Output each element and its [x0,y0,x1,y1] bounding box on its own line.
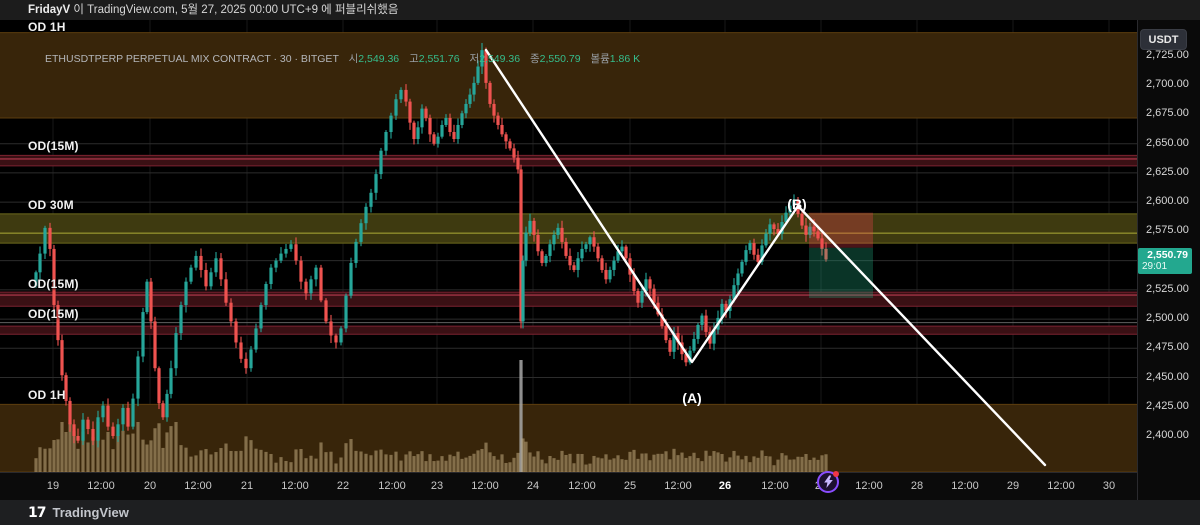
publish-bar: FridayV 이 TradingView.com, 5월 27, 2025 0… [0,0,1200,20]
time-axis-label: 12:00 [87,480,115,492]
price-axis-label: 2,625.00 [1146,165,1189,178]
price-axis-label: 2,600.00 [1146,195,1189,208]
last-price-badge: 2,550.79 29:01 [1138,248,1192,274]
wave-label-b: (B) [787,196,807,212]
symbol-info-line[interactable]: ETHUSDTPERP PERPETUAL MIX CONTRACT · 30 … [45,51,640,66]
time-axis-label: 24 [526,480,540,492]
zone-label-od-15m-demand-1: OD(15M) [28,277,79,291]
chart-plot-area[interactable]: OD 1H OD(15M) OD 30M OD(15M) OD(15M) OD 1H ET… [0,20,1200,493]
time-axis-label: 12:00 [281,480,309,492]
bar-countdown: 29:01 [1142,261,1168,272]
notification-dot [833,471,839,477]
zone-label-od-30m-supply: OD 30M [28,198,74,212]
price-axis-label: 2,425.00 [1146,399,1189,412]
high-label: 고 [409,53,419,65]
price-axis-label: 2,650.00 [1146,136,1189,149]
time-axis-label: 12:00 [184,480,212,492]
low-value: 2,549.36 [479,53,521,65]
candlestick-series [34,42,828,448]
price-axis-label: 2,450.00 [1146,370,1189,383]
last-price-value: 2,550.79 [1147,249,1188,261]
close-label: 종 [530,53,540,65]
time-axis-label: 12:00 [568,480,596,492]
time-axis-label: 23 [430,480,444,492]
time-axis-label: 12:00 [378,480,406,492]
price-axis-label: 2,675.00 [1146,107,1189,120]
time-axis-label: 12:00 [1047,480,1075,492]
close-value: 2,550.79 [539,53,581,65]
volume-histogram [34,360,828,472]
zone-label-od-15m-supply: OD(15M) [28,139,79,153]
price-axis-label: 2,575.00 [1146,224,1189,237]
time-axis-label: 20 [143,480,157,492]
time-axis[interactable]: 19 12:00 20 12:00 21 12:00 22 12:00 23 12:00 24 12:… [0,472,1200,501]
zone-label-od-1h-demand: OD 1H [28,388,66,402]
price-axis-label: 2,500.00 [1146,312,1189,325]
time-axis-label: 26 [718,480,732,492]
publisher-username: FridayV [28,4,71,16]
price-axis-label: 2,725.00 [1146,49,1189,61]
low-label: 저 [469,53,480,65]
price-axis-label: 2,525.00 [1146,282,1189,295]
candlestick-chart-canvas[interactable] [0,20,1200,525]
time-axis-label: 12:00 [471,480,499,492]
time-axis-label: 21 [240,480,254,492]
price-axis-label: 2,475.00 [1146,341,1189,354]
symbol-title: ETHUSDTPERP PERPETUAL MIX CONTRACT · 30 … [45,53,339,65]
time-axis-label: 25 [623,480,637,492]
short-position-tool[interactable] [809,212,873,299]
price-axis-label: 2,700.00 [1146,78,1189,91]
tradingview-logo-icon[interactable]: 17 [28,504,47,521]
price-axis-label: 2,400.00 [1146,428,1189,441]
zone-label-od-15m-demand-2: OD(15M) [28,307,79,321]
time-axis-label: 22 [336,480,350,492]
high-value: 2,551.76 [418,53,460,65]
zone-label-od-1h-supply: OD 1H [28,20,66,34]
time-axis-label: 12:00 [664,480,692,492]
publish-info-text: 이 TradingView.com, 5월 27, 2025 00:00 UTC… [73,4,399,16]
abc-trend-line[interactable] [484,48,1047,467]
time-axis-label: 12:00 [951,480,979,492]
time-axis-label: 12:00 [761,480,789,492]
time-axis-label: 12:00 [855,480,883,492]
time-axis-label: 30 [1102,480,1116,492]
wave-label-a: (A) [682,390,702,406]
supply-demand-zones [0,32,1137,473]
volume-label: 볼륨 [590,53,610,65]
reaction-boost-icon[interactable] [817,471,839,493]
open-label: 시 [348,53,359,65]
time-axis-label: 19 [46,480,60,492]
tradingview-logo-text[interactable]: TradingView [52,505,129,520]
footer-bar: 17 TradingView [0,500,1200,525]
open-value: 2,549.36 [358,53,400,65]
volume-value: 1.86 K [609,53,641,65]
time-axis-label: 29 [1006,480,1020,492]
time-axis-label: 28 [910,480,924,492]
currency-toggle-button[interactable]: USDT [1140,29,1187,50]
lightning-icon [824,475,833,488]
